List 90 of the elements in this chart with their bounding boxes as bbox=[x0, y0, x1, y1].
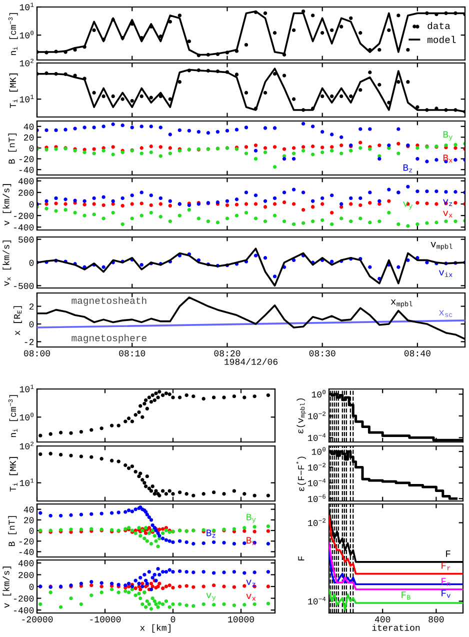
series-label: v$_{x}$ bbox=[246, 594, 256, 601]
y-axis-title: ε(v$_{mpbl}$) bbox=[296, 398, 306, 434]
text: n$_{i}$ [cm$^{−3}$] bbox=[8, 13, 18, 56]
x-tick-label: 08:40 bbox=[404, 350, 430, 356]
y-tick-label: 10$^{2}$ bbox=[20, 58, 34, 66]
series-label: B$_{z}$ bbox=[206, 530, 216, 538]
text: T$_{i}$ [MK] bbox=[9, 457, 18, 492]
y-tick-label: -400 bbox=[14, 607, 34, 614]
y-axis-title: v [km/s] bbox=[2, 184, 12, 226]
y-tick-label: 0 bbox=[29, 321, 34, 328]
y-tick-label: -2 bbox=[24, 338, 34, 345]
series-label: B$_{y}$ bbox=[246, 514, 256, 524]
y-tick-label: 10$^{0}$ bbox=[20, 412, 34, 420]
y-tick-label: -40 bbox=[19, 548, 34, 556]
y-tick-label: 10$^{−6}$ bbox=[308, 494, 326, 502]
text: n$_{i}$ [cm$^{−3}$] bbox=[8, 395, 18, 438]
x-axis-title: 1984/12/06 bbox=[224, 358, 278, 365]
series-label: F bbox=[446, 550, 450, 557]
y-tick-label: 10$^{−4}$ bbox=[308, 596, 326, 604]
y-tick-label: -40 bbox=[19, 166, 34, 173]
series-label: F$_{B}$ bbox=[402, 592, 410, 600]
series-label: B$_{z}$ bbox=[403, 164, 412, 172]
y-tick-label: 200 bbox=[18, 190, 34, 196]
y-axis-title: B [nT] bbox=[8, 516, 17, 546]
series-label: B$_{x}$ bbox=[443, 154, 452, 163]
y-tick-label: 0 bbox=[29, 260, 34, 266]
y-tick-label: 0 bbox=[29, 145, 34, 152]
legend-label: x$_{mpbl}$ bbox=[390, 300, 412, 308]
y-tick-label: 0 bbox=[29, 584, 34, 590]
legend-label: v$_{mpbl}$ bbox=[430, 242, 452, 250]
y-tick-label: 10$^{0}$ bbox=[312, 390, 326, 398]
y-tick-label: 20 bbox=[24, 134, 34, 141]
x-axis-title: iteration bbox=[372, 624, 420, 631]
x-tick-label: 08:30 bbox=[309, 350, 336, 356]
y-tick-label: 40 bbox=[24, 124, 34, 130]
series-label: x$_{sc}$ bbox=[439, 310, 452, 318]
y-tick-label: 10$^{−4}$ bbox=[308, 478, 326, 486]
y-tick-label: -200 bbox=[14, 212, 34, 219]
series-label: F$_{r}$ bbox=[442, 562, 450, 570]
y-tick-label: 400 bbox=[18, 178, 34, 184]
x-tick-label: 10000 bbox=[228, 616, 254, 622]
annotation: magnetosheath bbox=[72, 296, 146, 306]
x-tick-label: 400 bbox=[374, 616, 390, 622]
y-tick-label: 10$^{1}$ bbox=[20, 478, 34, 486]
text: v$_{x}$ [km/s] bbox=[2, 240, 12, 286]
y-tick-label: 10$^{1}$ bbox=[20, 384, 34, 392]
x-tick-label: 08:10 bbox=[119, 350, 146, 356]
y-tick-label: -20 bbox=[19, 538, 34, 544]
y-tick-label: 10$^{−4}$ bbox=[308, 433, 326, 441]
y-tick-label: 10$^{1}$ bbox=[20, 94, 34, 102]
y-tick-label: 0 bbox=[29, 201, 34, 208]
y-tick-label: 20 bbox=[24, 517, 34, 524]
series-label: v$_{y}$ bbox=[206, 593, 216, 602]
x-tick-label: -10000 bbox=[90, 616, 121, 622]
x-tick-label: 800 bbox=[428, 616, 444, 622]
legend-label: model bbox=[428, 36, 456, 44]
x-tick-label: 0 bbox=[170, 616, 176, 622]
y-tick-label: 400 bbox=[18, 560, 34, 566]
y-tick-label: 10$^{−2}$ bbox=[308, 518, 326, 526]
y-tick-label: 10$^{0}$ bbox=[20, 30, 34, 38]
y-tick-label: 500 bbox=[18, 236, 34, 243]
x-tick-label: 08:20 bbox=[214, 350, 240, 356]
y-tick-label: 10$^{2}$ bbox=[20, 442, 34, 450]
y-tick-label: 40 bbox=[24, 506, 34, 513]
text: T$_{i}$ [MK] bbox=[9, 74, 18, 108]
series-label: B$_{y}$ bbox=[443, 131, 452, 141]
y-axis-title: B [nT] bbox=[8, 134, 17, 164]
y-tick-label: 10$^{−2}$ bbox=[308, 462, 326, 471]
y-tick-label: 2 bbox=[29, 304, 34, 310]
y-tick-label: -400 bbox=[14, 224, 34, 230]
y-tick-label: -500 bbox=[14, 282, 34, 290]
series-label: F$_{v}$ bbox=[442, 590, 450, 598]
y-axis-title: x [R$_{E}$] bbox=[14, 306, 22, 336]
x-tick-label: 08:00 bbox=[24, 350, 50, 356]
y-tick-label: 200 bbox=[18, 572, 34, 578]
legend-label: data bbox=[428, 22, 450, 30]
y-axis-title: F bbox=[298, 556, 304, 560]
y-tick-label: 10$^{0}$ bbox=[312, 447, 326, 455]
series-label: v$_{x}$ bbox=[443, 210, 452, 218]
y-axis-title: v [km/s] bbox=[2, 566, 12, 608]
y-tick-label: 10$^{−2}$ bbox=[308, 412, 326, 420]
y-axis-title: ε(F−F$^{*}$) bbox=[296, 456, 306, 492]
series-label: v$_{ix}$ bbox=[438, 270, 452, 277]
x-tick-label: -20000 bbox=[22, 616, 53, 622]
y-tick-label: 10$^{1}$ bbox=[20, 2, 34, 10]
x-axis-title: x [km] bbox=[140, 624, 170, 633]
y-tick-label: 0 bbox=[29, 528, 34, 534]
y-tick-label: -200 bbox=[14, 596, 34, 602]
y-tick-label: -20 bbox=[19, 156, 34, 162]
annotation: magnetosphere bbox=[72, 334, 146, 344]
